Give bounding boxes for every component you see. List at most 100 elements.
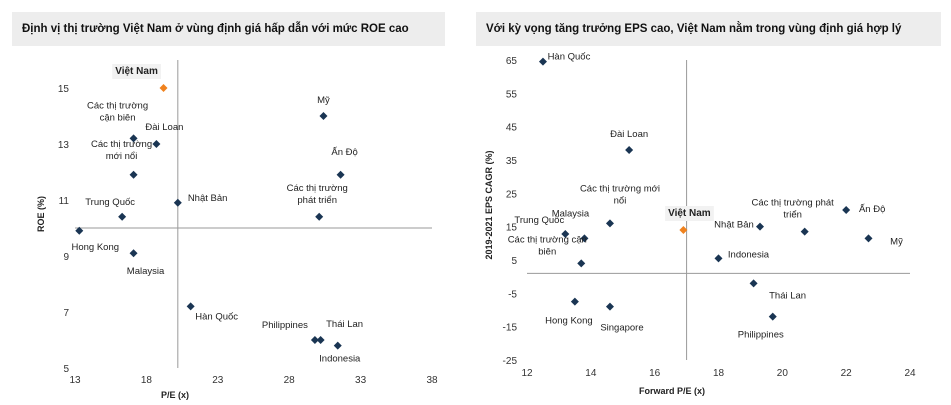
- c1-label-cac-thi-truong-can-bien: Các thị trường cận biên: [508, 234, 587, 257]
- c1-label-dai-loan: Đài Loan: [610, 129, 648, 140]
- c1-y-tick-label: 55: [506, 89, 518, 100]
- c0-point-cac-thi-truong-can-bien: [129, 134, 138, 143]
- c1-label-singapore: Singapore: [600, 323, 643, 334]
- chart-panel-right: Với kỳ vọng tăng trưởng EPS cao, Việt Na…: [472, 0, 951, 405]
- c0-point-viet-nam: [159, 84, 168, 92]
- c1-x-tick-label: 20: [777, 368, 789, 379]
- c0-label-dai-loan: Đài Loan: [145, 122, 183, 133]
- c0-label-hong-kong: Hong Kong: [72, 242, 120, 253]
- c1-point-singapore: [605, 302, 614, 311]
- c0-label-my: Mỹ: [317, 95, 330, 106]
- c0-y-tick-label: 9: [63, 252, 69, 263]
- c0-x-tick-label: 38: [426, 375, 438, 386]
- c0-label-thai-lan: Thái Lan: [326, 319, 363, 330]
- c0-y-tick-label: 11: [59, 196, 70, 207]
- c1-label-cac-thi-truong-phat-trien: Các thị trường phát triển: [752, 198, 835, 221]
- c0-label-indonesia: Indonesia: [319, 354, 361, 365]
- c0-x-tick-label: 33: [355, 375, 367, 386]
- c1-x-tick-label: 18: [713, 368, 725, 379]
- chart-title-right: Với kỳ vọng tăng trưởng EPS cao, Việt Na…: [476, 12, 941, 46]
- c1-x-tick-label: 16: [649, 368, 661, 379]
- c0-point-malaysia: [129, 249, 138, 258]
- c1-label-cac-thi-truong-moi-noi: Các thị trường mới nổi: [580, 183, 660, 206]
- c1-label-han-quoc: Hàn Quốc: [548, 52, 591, 63]
- c0-label-cac-thi-truong-phat-trien: Các thị trường phát triển: [287, 183, 348, 206]
- c0-y-axis-title: ROE (%): [36, 196, 46, 232]
- c1-point-nhat-ban: [755, 222, 764, 231]
- c0-label-nhat-ban: Nhật Bản: [188, 193, 228, 204]
- c0-y-tick-label: 13: [58, 140, 70, 151]
- c1-x-tick-label: 14: [585, 368, 597, 379]
- c1-point-trung-quoc: [561, 230, 570, 238]
- c0-point-my: [319, 112, 328, 120]
- c1-label-nhat-ban: Nhật Bản: [714, 220, 754, 231]
- c0-point-philippines: [310, 336, 319, 344]
- c1-point-indonesia: [714, 254, 723, 263]
- c1-point-viet-nam: [679, 226, 688, 234]
- c0-point-hong-kong: [75, 226, 84, 235]
- c0-y-tick-label: 7: [63, 308, 69, 319]
- c1-point-cac-thi-truong-can-bien: [577, 259, 586, 268]
- c1-y-tick-label: 45: [506, 123, 518, 134]
- c1-point-cac-thi-truong-phat-trien: [800, 227, 809, 236]
- c0-label-cac-thi-truong-can-bien: Các thị trường cận biên: [87, 100, 148, 123]
- c1-label-indonesia: Indonesia: [728, 249, 770, 260]
- c0-point-cac-thi-truong-moi-noi: [129, 170, 138, 179]
- c1-label-my: Mỹ: [890, 236, 903, 247]
- c1-y-tick-label: 15: [506, 223, 518, 234]
- c0-label-trung-quoc: Trung Quốc: [85, 197, 135, 208]
- chart-left-svg: 13 18 23 28 33 38 5 7 9 11 13 15 P/E (x) ROE (%) Việt …: [36, 60, 438, 400]
- c1-x-tick-label: 22: [841, 368, 853, 379]
- c1-label-trung-quoc: Trung Quốc: [514, 215, 564, 226]
- c1-label-viet-nam: Việt Nam: [668, 208, 711, 219]
- c1-y-tick-label: 25: [506, 189, 518, 200]
- c1-y-tick-label: -5: [508, 289, 517, 300]
- c0-point-nhat-ban: [173, 198, 182, 207]
- chart-title-left: Định vị thị trường Việt Nam ở vùng định …: [12, 12, 445, 46]
- c0-point-dai-loan: [152, 140, 161, 148]
- c0-label-an-do: Ấn Độ: [331, 147, 357, 158]
- c1-point-my: [864, 234, 873, 243]
- c0-x-tick-label: 23: [212, 375, 224, 386]
- c1-point-hong-kong: [570, 297, 579, 306]
- c0-y-tick-label: 15: [58, 84, 70, 95]
- c1-y-tick-label: -15: [503, 323, 518, 334]
- c0-label-han-quoc: Hàn Quốc: [195, 311, 238, 322]
- c1-point-philippines: [768, 312, 777, 321]
- c0-point-han-quoc: [186, 302, 195, 311]
- c1-point-han-quoc: [538, 57, 547, 66]
- c1-y-tick-label: 65: [506, 56, 518, 67]
- c1-y-tick-label: 35: [506, 156, 518, 167]
- c0-point-an-do: [336, 170, 345, 179]
- c1-point-malaysia: [580, 234, 589, 243]
- c0-x-axis-title: P/E (x): [161, 390, 189, 400]
- c0-point-indonesia: [333, 341, 342, 350]
- c1-y-tick-label: -25: [503, 356, 518, 367]
- c1-label-philippines: Philippines: [738, 330, 784, 341]
- c1-x-axis-title: Forward P/E (x): [639, 386, 705, 396]
- chart-panel-left: Định vị thị trường Việt Nam ở vùng định …: [0, 0, 470, 405]
- c1-point-cac-thi-truong-moi-noi: [605, 219, 614, 228]
- c0-label-philippines: Philippines: [262, 320, 308, 331]
- c0-point-thai-lan: [316, 336, 325, 344]
- c0-highlight-label-bg: [112, 64, 161, 79]
- c1-label-malaysia: Malaysia: [552, 208, 590, 219]
- chart-right-svg: 12 14 16 18 20 22 24 -25 -15 -5 5 15 25 35 45 55 65 Forwa…: [484, 52, 916, 396]
- c0-y-tick-label: 5: [63, 364, 69, 375]
- c0-label-viet-nam: Việt Nam: [115, 66, 158, 77]
- c0-point-trung-quoc: [118, 212, 127, 221]
- c1-x-tick-label: 24: [904, 368, 916, 379]
- c0-label-malaysia: Malaysia: [127, 266, 165, 277]
- c0-label-cac-thi-truong-moi-noi: Các thị trường mới nổi: [91, 139, 152, 162]
- c1-label-an-do: Ấn Độ: [859, 204, 885, 215]
- c1-y-axis-title: 2019-2021 EPS CAGR (%): [484, 150, 494, 259]
- c1-y-tick-label: 5: [511, 256, 517, 267]
- c1-point-thai-lan: [749, 279, 758, 288]
- c0-x-tick-label: 13: [69, 375, 81, 386]
- c1-highlight-label-bg: [665, 206, 714, 221]
- c0-point-cac-thi-truong-phat-trien: [315, 212, 324, 221]
- c1-point-dai-loan: [625, 146, 634, 154]
- c1-point-an-do: [842, 206, 851, 214]
- c1-label-thai-lan: Thái Lan: [769, 290, 806, 301]
- c0-x-tick-label: 28: [284, 375, 296, 386]
